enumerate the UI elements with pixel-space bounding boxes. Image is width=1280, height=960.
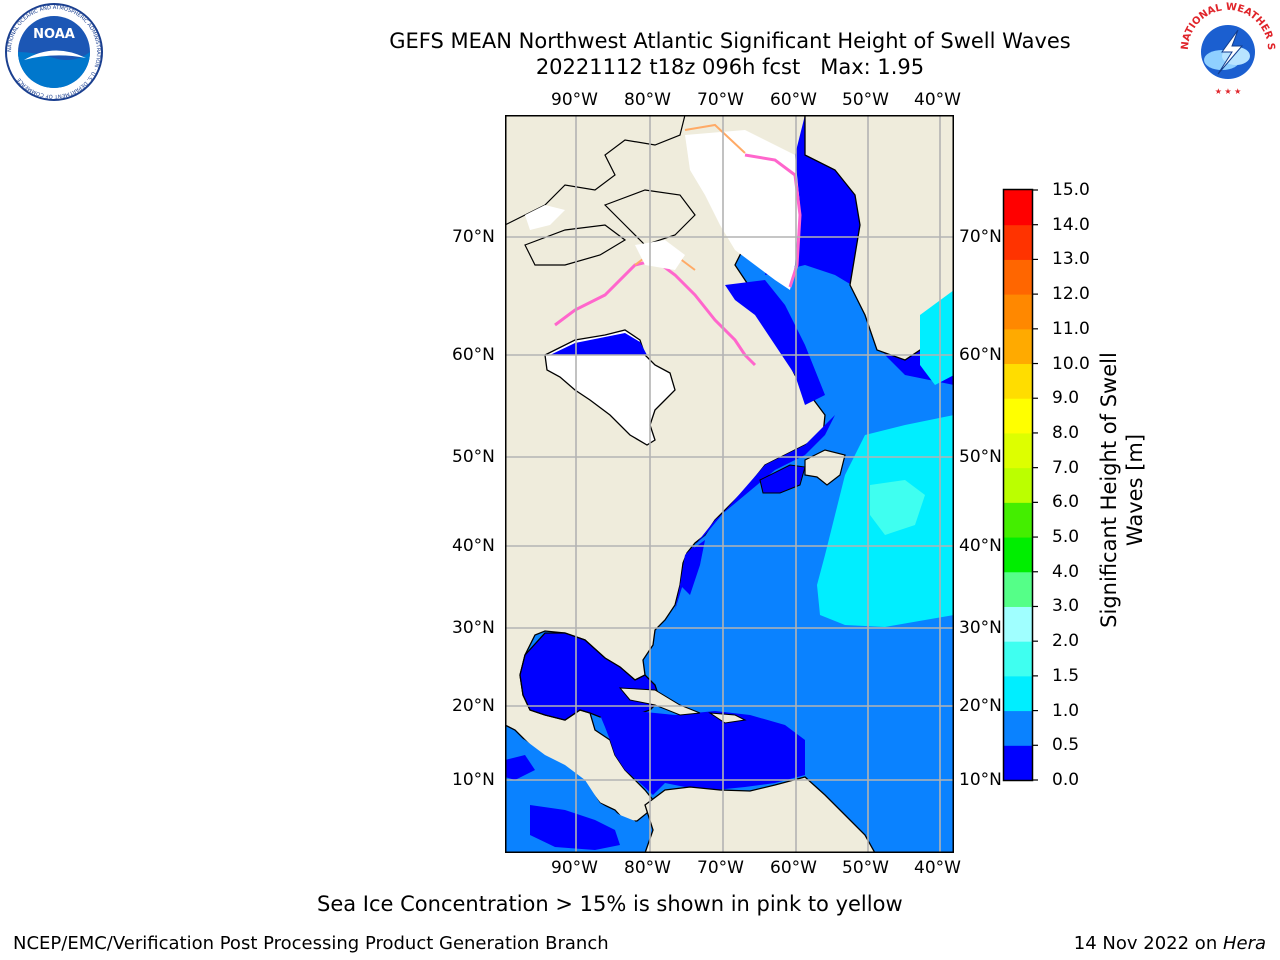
colorbar-tick-label: 5.0 [1052,527,1080,548]
lon-label-bottom-50w: 50°W [842,858,889,878]
colorbar-tick-label: 13.0 [1052,249,1090,270]
lat-label-left-70n: 70°N [452,227,495,247]
colorbar-tick-label: 2.0 [1052,631,1080,652]
colorbar-segment [1004,537,1032,573]
lat-label-right-50n: 50°N [959,447,1002,467]
colorbar-tick-label: 1.5 [1052,665,1080,686]
lon-label-bottom-80w: 80°W [624,858,671,878]
colorbar-segment [1004,328,1032,365]
colorbar-tick-label: 3.0 [1052,596,1080,617]
colorbar-tick-label: 4.0 [1052,561,1080,582]
colorbar-tick-label: 7.0 [1052,457,1080,478]
lat-label-right-40n: 40°N [959,536,1002,556]
svg-text:★ ★ ★: ★ ★ ★ [1215,87,1242,96]
colorbar-segment [1004,675,1032,712]
nws-logo: NATIONAL WEATHER SERVICE ★ ★ ★ [1176,0,1276,98]
colorbar-tick-label: 1.0 [1052,700,1080,721]
lat-label-left-50n: 50°N [452,447,495,467]
title-line-2: 20221112 t18z 096h fcst Max: 1.95 [535,55,925,79]
lon-label-top-50w: 50°W [842,90,889,110]
lon-label-bottom-60w: 60°W [770,858,817,878]
newfoundland [804,449,846,486]
sea-ice-white [685,130,800,290]
colorbar-segment [1004,502,1032,538]
colorbar-segment [1004,571,1032,607]
colorbar-label: Significant Height of Swell Waves [m] [1096,352,1147,628]
colorbar-tick-label: 8.0 [1052,422,1080,443]
noaa-logo-text: NOAA [33,27,75,42]
footer-date: 14 Nov 2022 on [1073,933,1223,954]
lon-label-top-40w: 40°W [914,90,961,110]
colorbar-segment [1004,745,1032,781]
lat-label-right-10n: 10°N [959,770,1002,790]
colorbar-tick-label: 0.0 [1052,770,1080,790]
colorbar-segment [1004,363,1032,399]
colorbar-segment [1004,641,1032,677]
colorbar-tick-label: 9.0 [1052,388,1080,409]
lat-label-right-70n: 70°N [959,227,1002,247]
colorbar-segment [1004,467,1032,503]
colorbar-tick-label: 14.0 [1052,214,1090,235]
lat-label-right-20n: 20°N [959,696,1002,716]
colorbar-tick-label: 11.0 [1052,318,1090,339]
lon-label-top-60w: 60°W [770,90,817,110]
colorbar [1002,188,1038,782]
cuba [618,687,701,716]
caribbean-sea [600,711,805,795]
map-panel [505,115,954,853]
lon-label-top-80w: 80°W [624,90,671,110]
lat-label-left-10n: 10°N [452,770,495,790]
footer-left: NCEP/EMC/Verification Post Processing Pr… [13,933,609,954]
colorbar-segment [1004,710,1032,746]
colorbar-tick-label: 15.0 [1052,180,1090,200]
colorbar-segment [1004,294,1032,330]
land-south-america [644,776,876,853]
graticule [505,115,954,853]
colorbar-segment [1004,398,1032,434]
colorbar-tick-label: 10.0 [1052,353,1090,374]
lon-label-top-70w: 70°W [697,90,744,110]
colorbar-segment [1004,606,1032,642]
lat-label-left-60n: 60°N [452,345,495,365]
colorbar-label-line-1: Significant Height of Swell [1097,352,1121,628]
lat-label-right-60n: 60°N [959,345,1002,365]
colorbar-segment [1004,259,1032,295]
footer-right: 14 Nov 2022 on Hera [1074,933,1266,955]
lon-label-bottom-90w: 90°W [551,858,598,878]
hudson-bay [544,329,676,446]
lat-label-left-30n: 30°N [452,618,495,638]
lon-label-top-90w: 90°W [551,90,598,110]
lat-label-right-30n: 30°N [959,618,1002,638]
colorbar-tick-label: 12.0 [1052,284,1090,305]
colorbar-segment [1004,432,1032,469]
footer-host: Hera [1222,933,1266,954]
colorbar-tick-label: 0.5 [1052,735,1080,756]
colorbar-label-line-2: Waves [m] [1123,433,1147,547]
lon-label-bottom-40w: 40°W [914,858,961,878]
noaa-logo: NOAA NATIONAL OCEANIC AND ATMOSPHERIC AD… [5,3,103,101]
hispaniola [708,712,747,724]
title-line-1: GEFS MEAN Northwest Atlantic Significant… [389,29,1071,53]
lat-label-left-20n: 20°N [452,696,495,716]
lat-label-left-40n: 40°N [452,536,495,556]
sea-ice-note: Sea Ice Concentration > 15% is shown in … [317,892,903,916]
colorbar-segment [1004,224,1032,260]
lon-label-bottom-70w: 70°W [697,858,744,878]
colorbar-segment [1004,190,1032,226]
colorbar-tick-label: 6.0 [1052,492,1080,513]
